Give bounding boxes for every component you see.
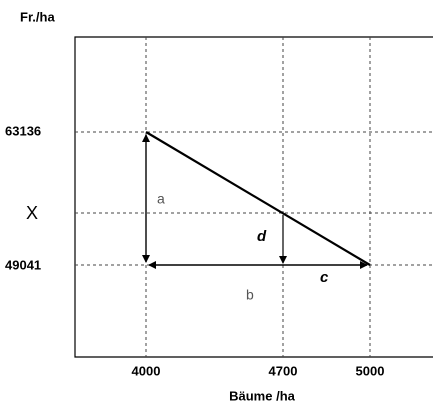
plot-frame xyxy=(74,36,433,358)
x-label: 5000 xyxy=(356,363,385,378)
segment-label: c xyxy=(320,269,329,286)
segment-label: d xyxy=(257,228,267,245)
y-label: 49041 xyxy=(5,257,41,272)
x-axis-title: Bäume /ha xyxy=(229,388,296,403)
y-axis-title: Fr./ha xyxy=(20,9,55,24)
interpolation-line xyxy=(145,131,371,266)
segment-label: b xyxy=(246,287,254,303)
x-label: 4700 xyxy=(269,363,298,378)
segment-label: a xyxy=(157,191,165,207)
y-label: 63136 xyxy=(5,123,41,138)
x-label: 4000 xyxy=(132,363,161,378)
y-label: X xyxy=(26,203,38,223)
